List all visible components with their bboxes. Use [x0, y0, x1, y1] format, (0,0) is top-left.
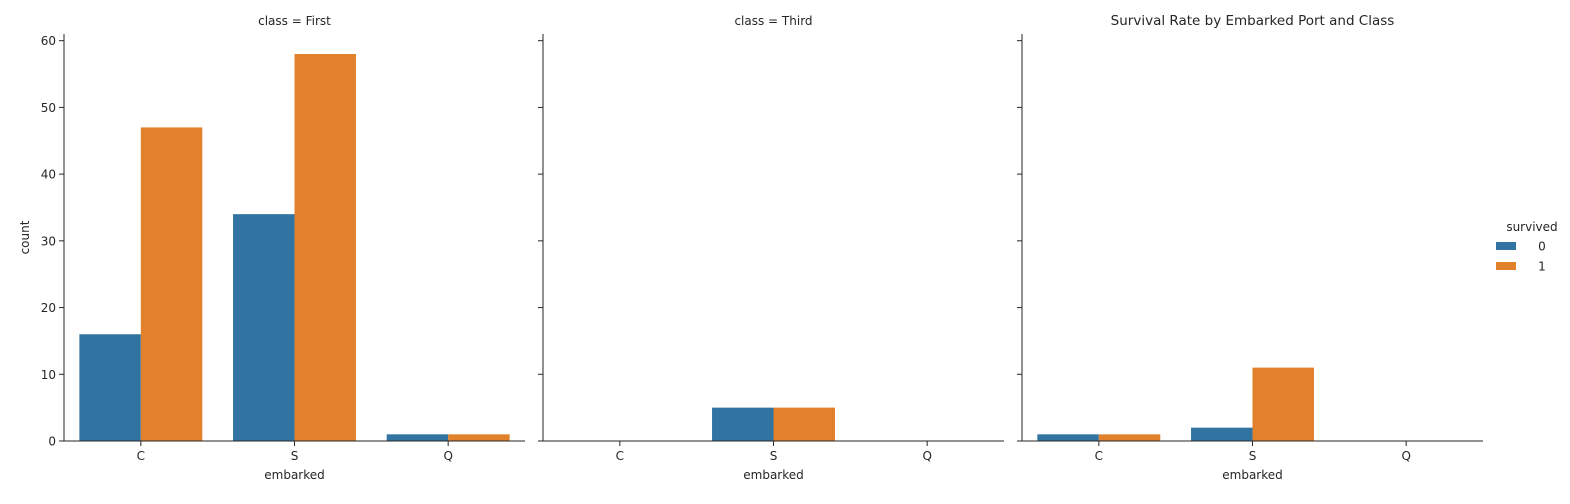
x-tick-label: C — [1095, 449, 1103, 463]
x-tick-label: S — [1249, 449, 1257, 463]
panel-title: class = First — [258, 14, 331, 28]
y-tick-label: 60 — [41, 34, 56, 48]
y-tick-label: 20 — [41, 301, 56, 315]
y-tick-label: 30 — [41, 234, 56, 248]
y-axis-label: count — [18, 220, 32, 254]
x-axis-label: embarked — [1222, 468, 1283, 482]
bar-survived-1-S — [1252, 367, 1314, 441]
bar-class-firstsurvived-0-Q — [386, 434, 449, 441]
x-tick-label: Q — [922, 449, 931, 463]
x-tick-label: C — [137, 449, 145, 463]
y-tick-label: 10 — [41, 368, 56, 382]
x-tick-label: Q — [1401, 449, 1410, 463]
bar-class-thirdsurvived-0-S — [712, 407, 774, 441]
bar-survived-0-C — [1037, 434, 1099, 441]
x-tick-label: Q — [443, 449, 452, 463]
y-tick-label: 40 — [41, 168, 56, 182]
legend-label-1: 1 — [1538, 260, 1546, 274]
x-tick-label: S — [291, 449, 299, 463]
bar-survived-0-S — [1191, 427, 1253, 441]
bar-class-firstsurvived-1-C — [140, 127, 203, 441]
chart-title: Survival Rate by Embarked Port and Class — [1111, 13, 1395, 29]
x-tick-label: C — [616, 449, 624, 463]
bar-class-thirdsurvived-1-S — [773, 407, 835, 441]
bar-class-firstsurvived-0-C — [79, 334, 141, 441]
legend-title: survived — [1506, 220, 1557, 234]
bar-class-firstsurvived-0-S — [233, 214, 295, 441]
x-axis-label: embarked — [264, 468, 325, 482]
bar-survived-1-C — [1098, 434, 1161, 441]
bar-class-firstsurvived-1-S — [294, 54, 356, 442]
legend-label-0: 0 — [1538, 240, 1546, 254]
y-tick-label: 50 — [41, 101, 56, 115]
legend-swatch-1 — [1496, 262, 1516, 270]
y-tick-label: 0 — [48, 435, 56, 449]
x-axis-label: embarked — [743, 468, 804, 482]
bar-class-firstsurvived-1-Q — [448, 434, 510, 441]
legend-swatch-0 — [1496, 242, 1516, 250]
x-tick-label: S — [770, 449, 778, 463]
panel-title: class = Third — [734, 14, 812, 28]
